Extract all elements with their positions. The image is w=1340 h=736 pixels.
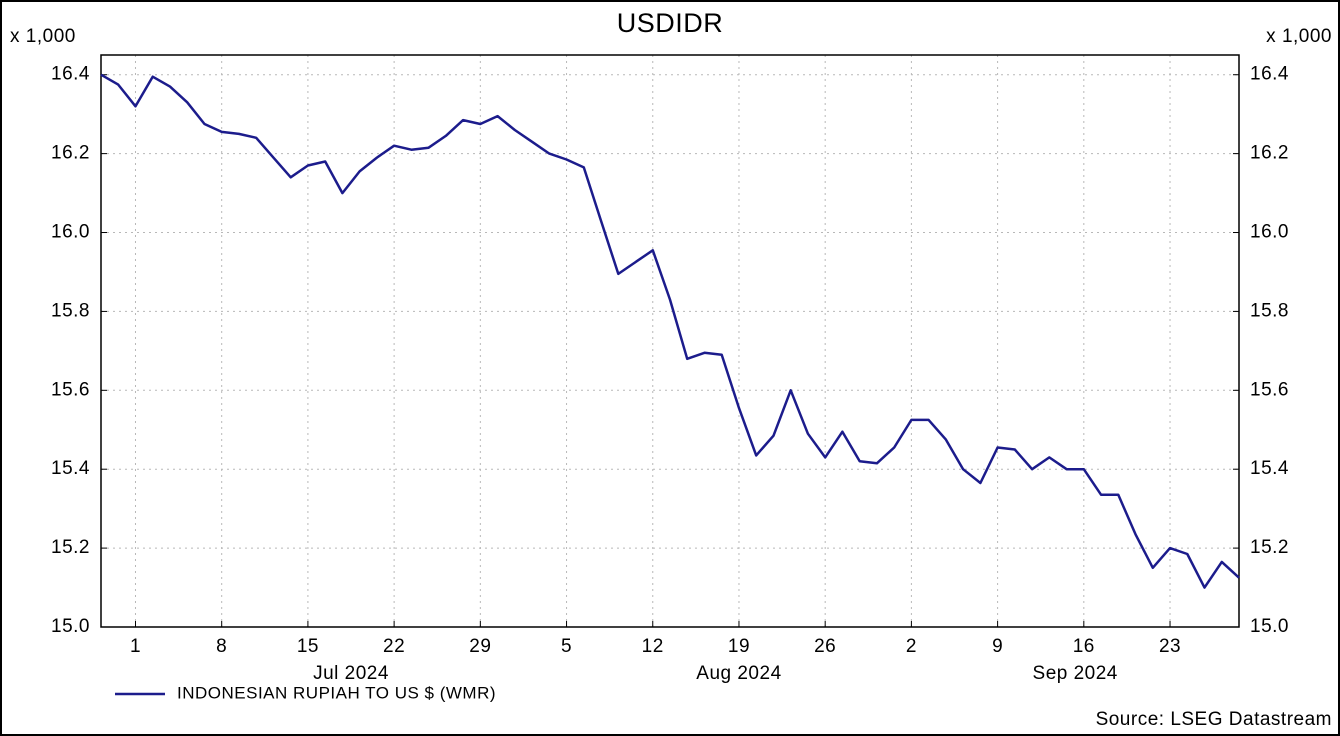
y2-tick-label: 16.4: [1250, 64, 1289, 85]
y2-tick-label: 16.0: [1250, 222, 1289, 243]
y-tick-label: 15.8: [51, 300, 90, 321]
y2-tick-label: 16.2: [1250, 143, 1289, 164]
x-tick-label: 19: [728, 636, 750, 657]
x-tick-label: 2: [906, 636, 917, 657]
y-tick-label: 15.2: [51, 537, 90, 558]
source: Source: LSEG Datastream: [1096, 709, 1332, 730]
x-tick-label: 9: [992, 636, 1003, 657]
x-tick-label: 5: [561, 636, 572, 657]
axis-multiplier: x 1,000: [1266, 26, 1332, 47]
x-tick-label: 1: [130, 636, 141, 657]
month-label: Sep 2024: [1033, 663, 1118, 684]
series-line: [100, 73, 1240, 589]
y2-tick-label: 15.2: [1250, 537, 1289, 558]
x-tick-label: 8: [216, 636, 227, 657]
x-tick-label: 12: [642, 636, 664, 657]
y2-tick-label: 15.4: [1250, 458, 1289, 479]
x-tick-label: 23: [1159, 636, 1181, 657]
y-tick-label: 15.6: [51, 379, 90, 400]
y-tick-label: 15.4: [51, 458, 90, 479]
x-tick-label: 15: [297, 636, 319, 657]
month-label: Jul 2024: [313, 663, 389, 684]
y-tick-label: 16.0: [51, 222, 90, 243]
legend-label: INDONESIAN RUPIAH TO US $ (WMR): [177, 683, 496, 702]
y2-tick-label: 15.0: [1250, 616, 1289, 637]
y2-tick-label: 15.8: [1250, 300, 1289, 321]
y-tick-label: 16.2: [51, 143, 90, 164]
y2-tick-label: 15.6: [1250, 379, 1289, 400]
x-tick-label: 22: [383, 636, 405, 657]
month-label: Aug 2024: [696, 663, 781, 684]
x-tick-label: 16: [1073, 636, 1095, 657]
plot-frame: [100, 54, 1240, 628]
x-tick-label: 29: [469, 636, 491, 657]
y-tick-label: 15.0: [51, 616, 90, 637]
x-tick-label: 26: [814, 636, 836, 657]
y-tick-label: 16.4: [51, 64, 90, 85]
chart-title: USDIDR: [617, 8, 724, 38]
axis-multiplier: x 1,000: [10, 26, 76, 47]
